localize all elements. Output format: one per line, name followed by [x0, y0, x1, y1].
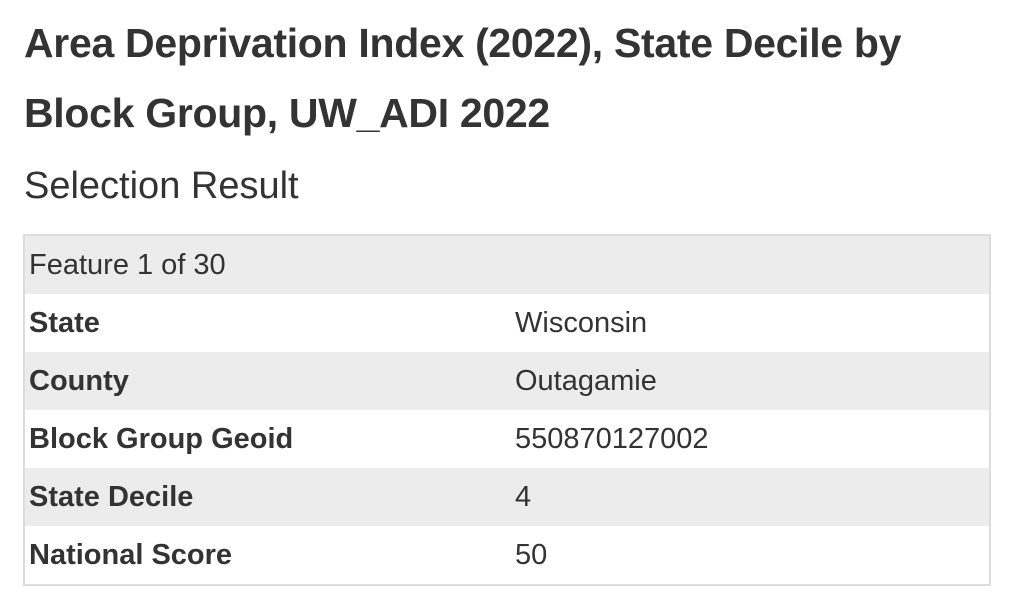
attribute-name: State Decile [24, 468, 511, 526]
table-row: National Score 50 [24, 526, 990, 585]
feature-counter: Feature 1 of 30 [24, 235, 990, 294]
table-row: State Wisconsin [24, 294, 990, 352]
selection-result-heading: Selection Result [24, 165, 299, 207]
attribute-value: Outagamie [511, 352, 990, 410]
attribute-table: Feature 1 of 30 State Wisconsin County O… [23, 234, 991, 586]
attribute-name: Block Group Geoid [24, 410, 511, 468]
attribute-value: 50 [511, 526, 990, 585]
attribute-value: 550870127002 [511, 410, 990, 468]
attribute-name: State [24, 294, 511, 352]
attribute-name: National Score [24, 526, 511, 585]
attribute-name: County [24, 352, 511, 410]
table-row: County Outagamie [24, 352, 990, 410]
attribute-value: Wisconsin [511, 294, 990, 352]
table-row: Block Group Geoid 550870127002 [24, 410, 990, 468]
attribute-value: 4 [511, 468, 990, 526]
table-row: State Decile 4 [24, 468, 990, 526]
layer-title: Area Deprivation Index (2022), State Dec… [24, 20, 902, 136]
